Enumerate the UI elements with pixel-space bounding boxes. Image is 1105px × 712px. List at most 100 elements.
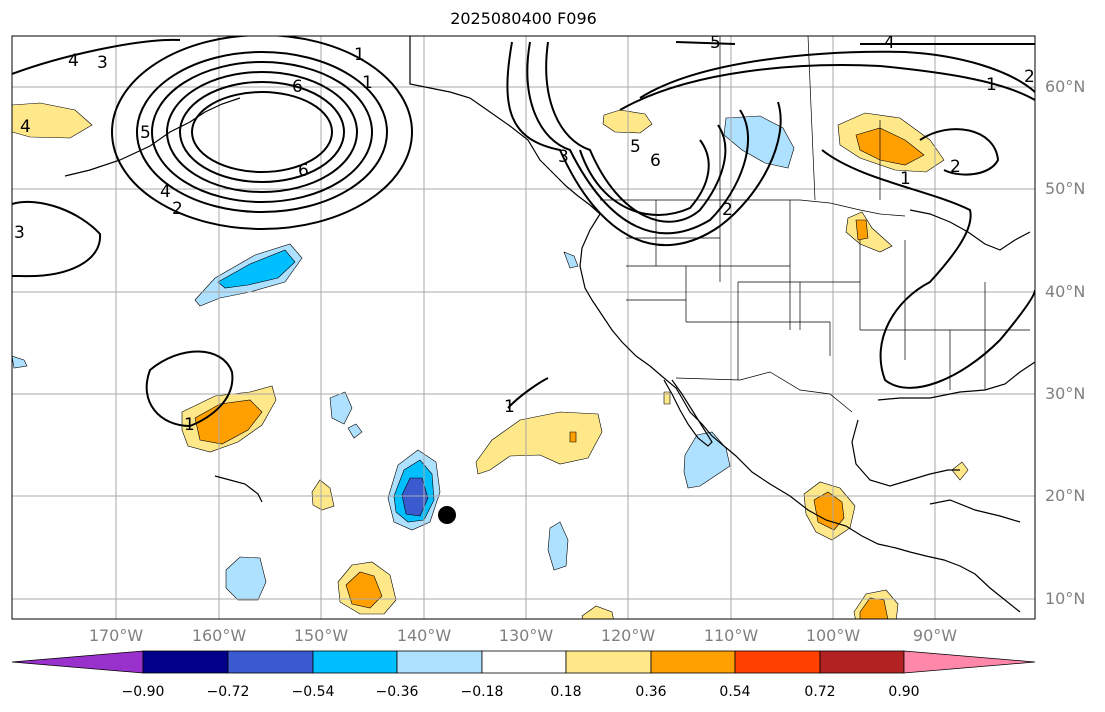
contour-ring bbox=[191, 91, 333, 173]
colorbar-swatch bbox=[734, 650, 821, 674]
colorbar-swatch bbox=[227, 650, 314, 674]
alaska-coast bbox=[409, 36, 601, 215]
contour-east bbox=[526, 41, 749, 235]
shade-positive-strong bbox=[569, 431, 577, 443]
shade-positive-strong bbox=[194, 399, 263, 445]
lat-label: 30°N bbox=[1045, 384, 1086, 403]
contour-label: 4 bbox=[68, 51, 79, 71]
colorbar-tick-label: −0.90 bbox=[121, 684, 165, 700]
contour-label: 2 bbox=[722, 200, 733, 220]
shade-negative bbox=[683, 431, 731, 489]
contour-ring bbox=[166, 71, 358, 193]
lat-label: 20°N bbox=[1045, 486, 1086, 505]
lat-label: 60°N bbox=[1045, 77, 1086, 96]
contour-labels: 4 3 5 6 4 2 6 3 1 5 6 5 4 2 3 2 1 2 1 1 … bbox=[14, 33, 1035, 435]
contour-west bbox=[12, 200, 102, 278]
contour-label: 1 bbox=[504, 397, 515, 417]
west-coast bbox=[579, 213, 1021, 613]
contour-ring bbox=[151, 61, 373, 203]
contour-loop bbox=[145, 350, 234, 428]
shade-positive bbox=[581, 605, 614, 619]
contour-loop bbox=[507, 377, 549, 409]
contour-label: 4 bbox=[20, 117, 31, 137]
contour-label: 1 bbox=[184, 415, 195, 435]
plot-frame bbox=[11, 35, 1036, 620]
contour-ring-east bbox=[919, 128, 1000, 176]
colorbar-extend-high bbox=[903, 650, 1036, 674]
colorbar-tick-label: 0.54 bbox=[719, 684, 751, 700]
lon-label: 120°W bbox=[600, 626, 656, 645]
colorbar-swatch bbox=[142, 650, 229, 674]
gulf-coast bbox=[877, 361, 1035, 401]
shade-positive-strong bbox=[813, 491, 845, 531]
contour-label: 1 bbox=[900, 169, 911, 189]
colorbar-swatch bbox=[650, 650, 736, 674]
contour-ring-east bbox=[821, 149, 1035, 389]
shade-positive bbox=[663, 391, 671, 405]
gulf-of-mexico bbox=[851, 419, 960, 487]
contour-label: 5 bbox=[140, 123, 151, 143]
us-mexico-border bbox=[675, 371, 853, 413]
contour-northeast bbox=[675, 41, 1035, 45]
contour-label: 4 bbox=[884, 33, 895, 53]
shade-positive bbox=[951, 461, 969, 481]
shade-negative bbox=[723, 115, 795, 169]
contour-label: 5 bbox=[630, 137, 641, 157]
contour-label: 3 bbox=[97, 53, 108, 73]
contour-east bbox=[506, 41, 782, 247]
shade-positive bbox=[311, 479, 335, 511]
shading-layer bbox=[12, 102, 969, 619]
contour-ring bbox=[136, 51, 388, 213]
lon-label: 110°W bbox=[703, 626, 759, 645]
colorbar-tick-label: 0.36 bbox=[635, 684, 667, 700]
contour-east bbox=[579, 139, 710, 216]
colorbar-swatch bbox=[312, 650, 398, 674]
colorbar-swatch bbox=[565, 650, 652, 674]
contour-label: 2 bbox=[172, 199, 183, 219]
colorbar-tick-label: −0.18 bbox=[460, 684, 504, 700]
baja-peninsula bbox=[663, 379, 713, 447]
contour-trough bbox=[639, 50, 1035, 99]
shade-negative bbox=[225, 556, 267, 601]
contour-label: 1 bbox=[362, 73, 373, 93]
contours bbox=[12, 36, 1035, 428]
contour-trough bbox=[619, 64, 1035, 111]
shade-negative bbox=[347, 423, 363, 439]
colorbar-tick-label: 0.72 bbox=[804, 684, 836, 700]
colorbar-extend-low bbox=[11, 650, 144, 674]
shade-positive bbox=[475, 411, 603, 475]
contour-label: 5 bbox=[710, 33, 721, 53]
shade-negative bbox=[563, 251, 579, 269]
contour-label: 4 bbox=[160, 182, 171, 202]
lon-label: 100°W bbox=[805, 626, 861, 645]
lon-label: 90°W bbox=[912, 626, 958, 645]
lon-label: 140°W bbox=[396, 626, 452, 645]
shade-positive-strong bbox=[855, 127, 925, 166]
map-title: 2025080400 F096 bbox=[450, 9, 597, 28]
colorbar-tick-label: 0.90 bbox=[888, 684, 920, 700]
contour-ring bbox=[111, 36, 413, 230]
colorbar-swatch bbox=[819, 650, 905, 674]
coastlines bbox=[64, 36, 1035, 613]
aleutian-islands bbox=[64, 97, 241, 177]
shade-positive bbox=[12, 102, 93, 139]
colorbar-tick-label: −0.54 bbox=[291, 684, 335, 700]
contour-label: 3 bbox=[558, 147, 569, 167]
lat-label: 50°N bbox=[1045, 179, 1086, 198]
contour-label: 1 bbox=[986, 75, 997, 95]
political-borders bbox=[409, 36, 1030, 413]
shade-positive-strong bbox=[855, 219, 869, 241]
contour-label: 6 bbox=[650, 151, 661, 171]
lon-label: 130°W bbox=[498, 626, 554, 645]
lat-label: 40°N bbox=[1045, 282, 1086, 301]
contour-label: 3 bbox=[14, 223, 25, 243]
lon-label: 170°W bbox=[88, 626, 144, 645]
shade-negative bbox=[329, 391, 353, 425]
lon-label: 160°W bbox=[191, 626, 247, 645]
contour-label: 6 bbox=[298, 161, 309, 181]
contour-label: 2 bbox=[950, 157, 961, 177]
contour-label: 1 bbox=[354, 45, 365, 65]
contour-label: 2 bbox=[1024, 67, 1035, 87]
contour-west bbox=[12, 38, 181, 75]
